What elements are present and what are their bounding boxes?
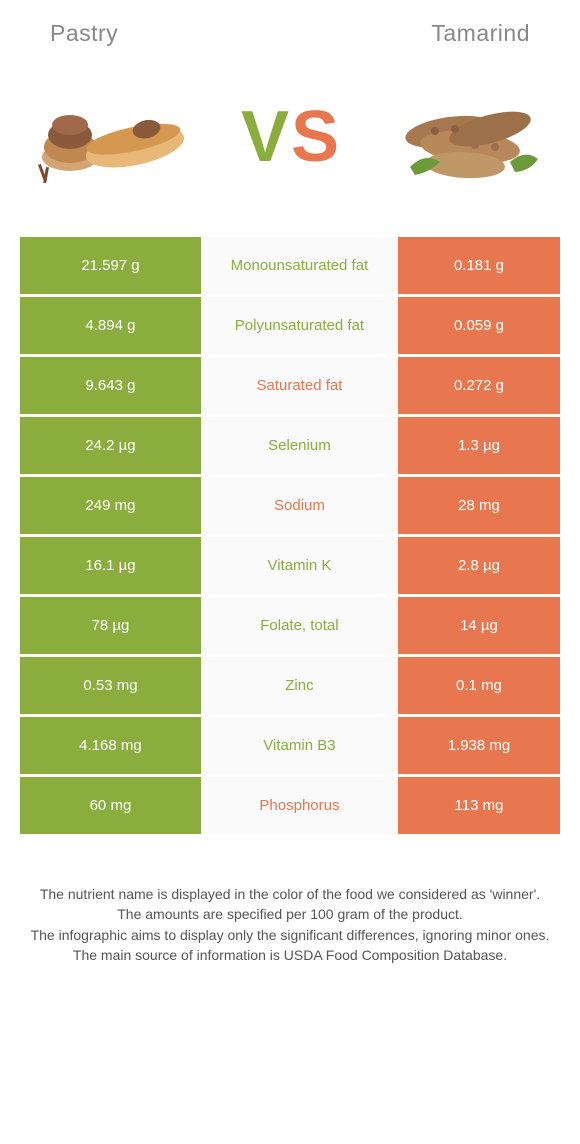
cell-right: 0.272 g	[398, 357, 560, 414]
cell-right: 1.938 mg	[398, 717, 560, 774]
cell-label: Polyunsaturated fat	[201, 297, 398, 354]
images-row: VS	[0, 57, 580, 237]
cell-left: 78 µg	[20, 597, 201, 654]
cell-right: 0.059 g	[398, 297, 560, 354]
cell-right: 14 µg	[398, 597, 560, 654]
cell-label: Folate, total	[201, 597, 398, 654]
tamarind-image	[380, 77, 560, 197]
cell-left: 249 mg	[20, 477, 201, 534]
table-row: 0.53 mgZinc0.1 mg	[20, 657, 560, 714]
pastry-image	[20, 77, 200, 197]
vs-label: VS	[241, 96, 339, 178]
pastry-icon	[20, 77, 200, 197]
cell-right: 0.181 g	[398, 237, 560, 294]
header-right: Tamarind	[431, 20, 530, 47]
footer-line: The nutrient name is displayed in the co…	[30, 884, 550, 904]
cell-right: 2.8 µg	[398, 537, 560, 594]
cell-left: 21.597 g	[20, 237, 201, 294]
table-row: 21.597 gMonounsaturated fat0.181 g	[20, 237, 560, 294]
cell-label: Vitamin K	[201, 537, 398, 594]
nutrient-table: 21.597 gMonounsaturated fat0.181 g4.894 …	[20, 237, 560, 834]
vs-s: S	[291, 96, 339, 178]
tamarind-icon	[380, 77, 560, 197]
table-row: 60 mgPhosphorus113 mg	[20, 777, 560, 834]
cell-label: Selenium	[201, 417, 398, 474]
cell-label: Saturated fat	[201, 357, 398, 414]
vs-v: V	[241, 96, 289, 178]
cell-left: 0.53 mg	[20, 657, 201, 714]
cell-label: Zinc	[201, 657, 398, 714]
cell-right: 113 mg	[398, 777, 560, 834]
footer-line: The amounts are specified per 100 gram o…	[30, 904, 550, 924]
table-row: 9.643 gSaturated fat0.272 g	[20, 357, 560, 414]
table-row: 4.894 gPolyunsaturated fat0.059 g	[20, 297, 560, 354]
cell-label: Monounsaturated fat	[201, 237, 398, 294]
table-row: 4.168 mgVitamin B31.938 mg	[20, 717, 560, 774]
cell-left: 4.894 g	[20, 297, 201, 354]
cell-label: Phosphorus	[201, 777, 398, 834]
cell-left: 4.168 mg	[20, 717, 201, 774]
cell-left: 9.643 g	[20, 357, 201, 414]
cell-right: 1.3 µg	[398, 417, 560, 474]
table-row: 16.1 µgVitamin K2.8 µg	[20, 537, 560, 594]
header-left: Pastry	[50, 20, 118, 47]
footer-line: The main source of information is USDA F…	[30, 945, 550, 965]
cell-label: Sodium	[201, 477, 398, 534]
cell-left: 60 mg	[20, 777, 201, 834]
cell-left: 24.2 µg	[20, 417, 201, 474]
cell-label: Vitamin B3	[201, 717, 398, 774]
header: Pastry Tamarind	[0, 0, 580, 57]
cell-left: 16.1 µg	[20, 537, 201, 594]
table-row: 24.2 µgSelenium1.3 µg	[20, 417, 560, 474]
cell-right: 0.1 mg	[398, 657, 560, 714]
footer: The nutrient name is displayed in the co…	[0, 874, 580, 1005]
cell-right: 28 mg	[398, 477, 560, 534]
table-row: 249 mgSodium28 mg	[20, 477, 560, 534]
table-row: 78 µgFolate, total14 µg	[20, 597, 560, 654]
footer-line: The infographic aims to display only the…	[30, 925, 550, 945]
